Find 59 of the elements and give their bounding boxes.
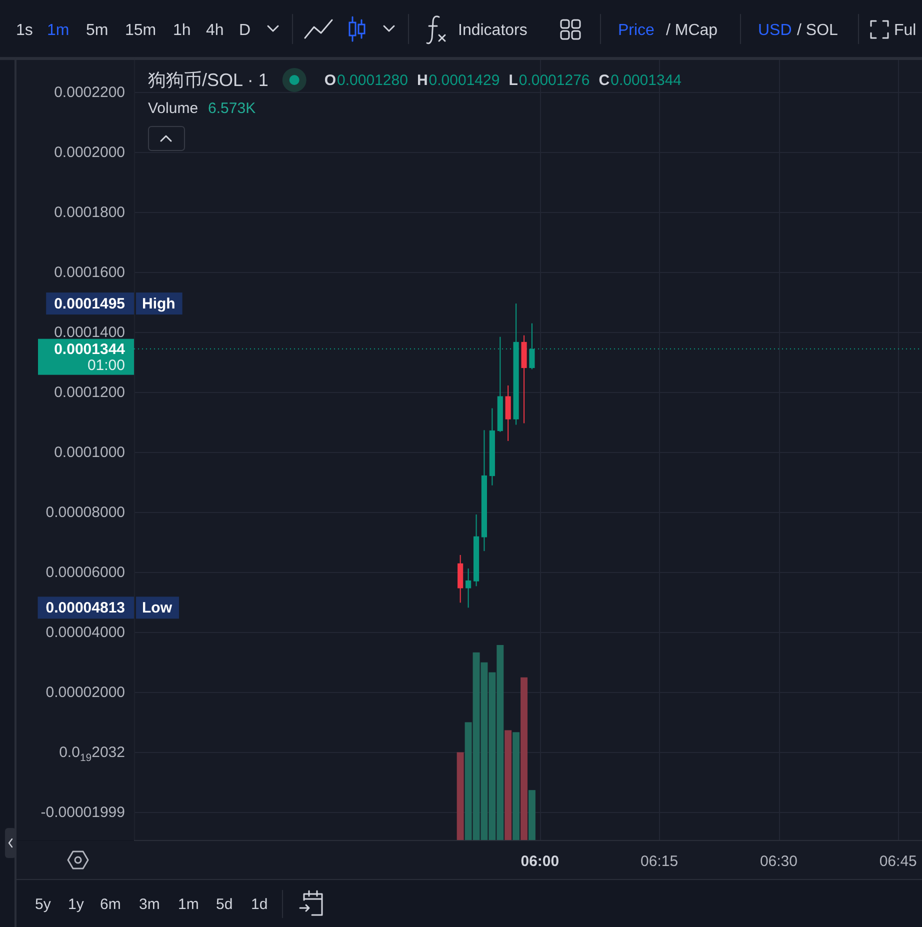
- x-tick-label: 06:00: [520, 853, 560, 870]
- text: Ful: [894, 22, 916, 39]
- annotation: 0.0001344: [610, 72, 682, 89]
- bar: [520, 677, 528, 840]
- annotation: High: [142, 296, 176, 313]
- text: / MCap: [666, 22, 718, 39]
- chart-title: Volume: [148, 100, 198, 117]
- text: D: [239, 22, 251, 39]
- y-tick-label: 0.0001800: [54, 204, 125, 222]
- x-tick-label: 06:45: [879, 853, 917, 870]
- y-tick-label: 0.0001400: [54, 324, 125, 342]
- y-tick-label: 0.00004000: [46, 624, 125, 642]
- y-tick-label: 0.0001000: [54, 444, 125, 462]
- x-tick-label: 06:15: [640, 853, 678, 870]
- annotation: 0.0001429: [428, 72, 500, 89]
- text: 1h: [173, 22, 191, 39]
- text: 3m: [139, 896, 160, 913]
- text: 4h: [206, 22, 224, 39]
- annotation: 0.0001280: [337, 72, 408, 89]
- y-tick-label: 0.0002000: [54, 144, 125, 162]
- annotation: Low: [142, 600, 172, 617]
- text: Indicators: [458, 22, 528, 39]
- text: 1y: [68, 896, 84, 913]
- text: 15m: [125, 22, 156, 39]
- text: 5y: [35, 896, 52, 913]
- text: 1m: [178, 896, 199, 913]
- annotation: 6.573K: [208, 100, 256, 117]
- text: 0.0001495: [54, 296, 125, 313]
- y-tick-label: 0.0$_{19}$2032: [59, 744, 125, 764]
- chart-title: 狗狗币/SOL · 1: [148, 70, 268, 90]
- text: 0.0001344: [54, 340, 125, 358]
- annotation: H: [416, 72, 428, 89]
- text: / SOL: [797, 22, 838, 39]
- text: 0.00004813: [46, 600, 125, 617]
- text: 6m: [100, 896, 121, 913]
- y-tick-label: 0.00008000: [46, 504, 125, 522]
- bar: [528, 790, 536, 840]
- text: 1d: [251, 896, 268, 913]
- bar: [456, 752, 464, 840]
- bar: [504, 730, 512, 840]
- annotation: O: [324, 72, 336, 89]
- y-tick-label: 0.0002200: [54, 84, 125, 102]
- y-tick-label: 0.00006000: [46, 564, 125, 582]
- y-tick-label: 0.0001600: [54, 264, 125, 282]
- y-tick-label: 0.0001200: [54, 384, 125, 402]
- text: Price: [618, 22, 655, 39]
- bar: [512, 732, 520, 840]
- annotation: 0.0001276: [518, 72, 590, 89]
- annotation: C: [598, 72, 610, 89]
- y-tick-label: -0.00001999: [40, 804, 125, 822]
- ref-line-label: 01:00: [87, 356, 125, 374]
- x-tick-label: 06:30: [760, 853, 798, 870]
- text: USD: [758, 22, 792, 39]
- text: 5d: [216, 896, 233, 913]
- text: 5m: [86, 22, 108, 39]
- text: 1s: [16, 22, 33, 39]
- y-tick-label: 0.00002000: [46, 684, 125, 702]
- annotation: L: [508, 72, 518, 89]
- text: 1m: [47, 22, 70, 39]
